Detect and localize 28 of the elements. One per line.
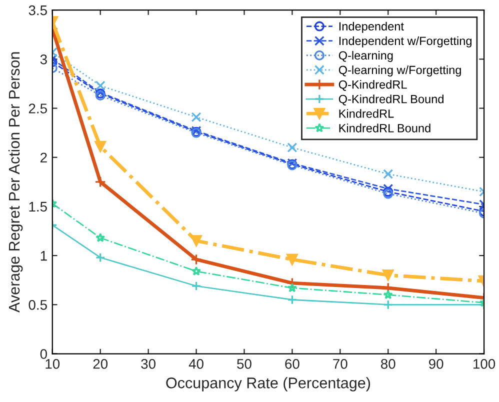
x-axis-title: Occupancy Rate (Percentage) [166, 377, 370, 392]
x-tick-label: 20 [93, 358, 108, 369]
x-tick-label: 90 [429, 358, 444, 369]
legend-label: Q-KindredRL [338, 80, 407, 91]
x-tick-label: 70 [333, 358, 348, 369]
y-tick-label: 0.5 [28, 300, 47, 310]
legend-label: Q-KindredRL Bound [338, 94, 444, 106]
x-tick-label: 50 [237, 358, 252, 369]
y-tick-label: 0 [40, 349, 47, 359]
y-tick-label: 2 [40, 152, 47, 162]
y-tick-label: 1.5 [29, 202, 47, 212]
legend-label: Independent w/Forgetting [339, 36, 472, 48]
x-tick-label: 100 [474, 358, 496, 369]
y-tick-label: 3 [40, 54, 47, 64]
x-tick-label: 30 [141, 358, 156, 369]
legend-label: Q-learning [338, 50, 393, 62]
x-tick-label: 60 [285, 358, 300, 369]
legend-label: Independent [339, 22, 404, 33]
y-tick-label: 1 [40, 251, 47, 261]
y-tick-label: 2.5 [28, 104, 47, 114]
legend-label: Q-learning w/Forgetting [338, 65, 461, 76]
x-tick-label: 10 [46, 358, 60, 369]
y-axis-title: Average Regret Per Action Per Person [8, 52, 23, 313]
legend-label: KindredRL Bound [339, 124, 430, 132]
x-tick-label: 40 [188, 358, 204, 369]
legend-label: KindredRL [339, 109, 394, 118]
x-tick-label: 80 [380, 358, 396, 369]
y-tick-label: 3.5 [28, 5, 47, 16]
